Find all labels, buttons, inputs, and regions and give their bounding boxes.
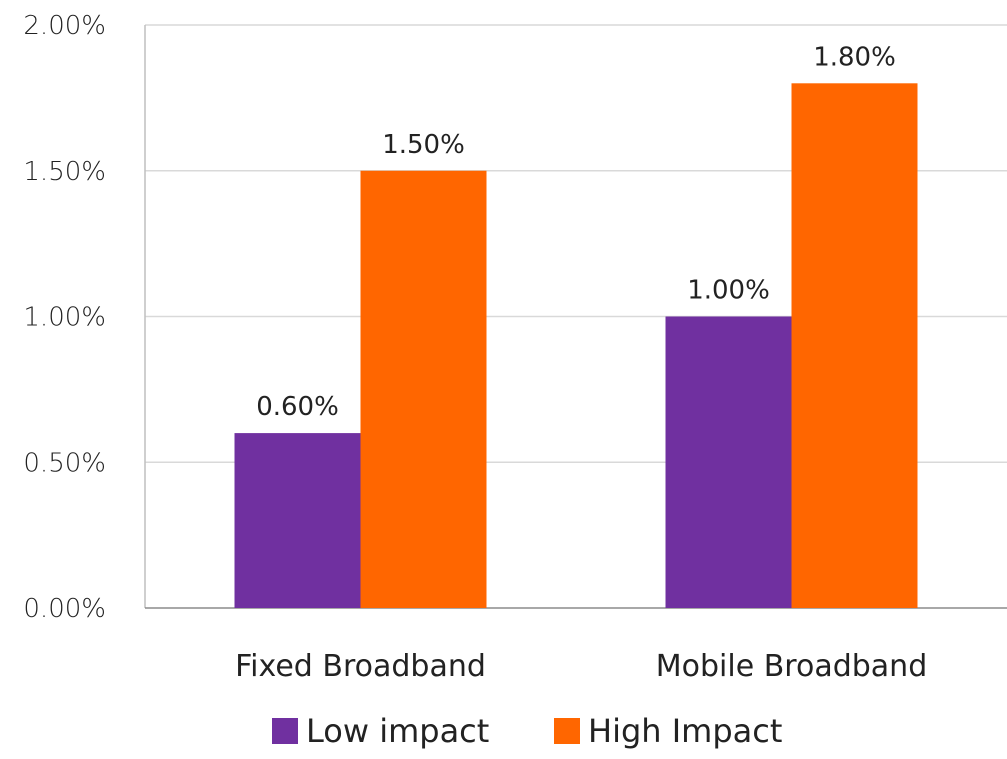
bar-low-impact-fixed-broadband bbox=[234, 433, 361, 608]
data-label: 1.00% bbox=[687, 276, 770, 306]
bar-high-impact-mobile-broadband bbox=[791, 83, 918, 609]
y-tick-label: 1.00% bbox=[23, 303, 106, 333]
legend-swatch bbox=[272, 718, 298, 744]
data-label: 1.50% bbox=[382, 130, 465, 160]
y-tick-label: 0.50% bbox=[23, 448, 106, 478]
category-label: Fixed Broadband bbox=[235, 649, 486, 684]
data-labels: 0.60% 1.50% 1.00% 1.80% bbox=[256, 42, 896, 422]
y-tick-label: 2.00% bbox=[23, 11, 106, 41]
data-label: 0.60% bbox=[256, 392, 339, 422]
bar-low-impact-mobile-broadband bbox=[665, 316, 792, 608]
y-tick-label: 0.00% bbox=[23, 594, 106, 624]
category-labels: Fixed Broadband Mobile Broadband bbox=[235, 649, 927, 684]
bar-high-impact-fixed-broadband bbox=[360, 170, 487, 608]
y-axis-tick-labels: 0.00% 0.50% 1.00% 1.50% 2.00% bbox=[23, 11, 106, 624]
category-label: Mobile Broadband bbox=[656, 649, 927, 684]
legend-swatch bbox=[554, 718, 580, 744]
legend-label: High Impact bbox=[588, 712, 782, 750]
y-tick-label: 1.50% bbox=[23, 157, 106, 187]
bars bbox=[234, 83, 918, 609]
data-label: 1.80% bbox=[813, 42, 896, 72]
legend-label: Low impact bbox=[306, 712, 489, 750]
legend: Low impact High Impact bbox=[272, 712, 782, 750]
